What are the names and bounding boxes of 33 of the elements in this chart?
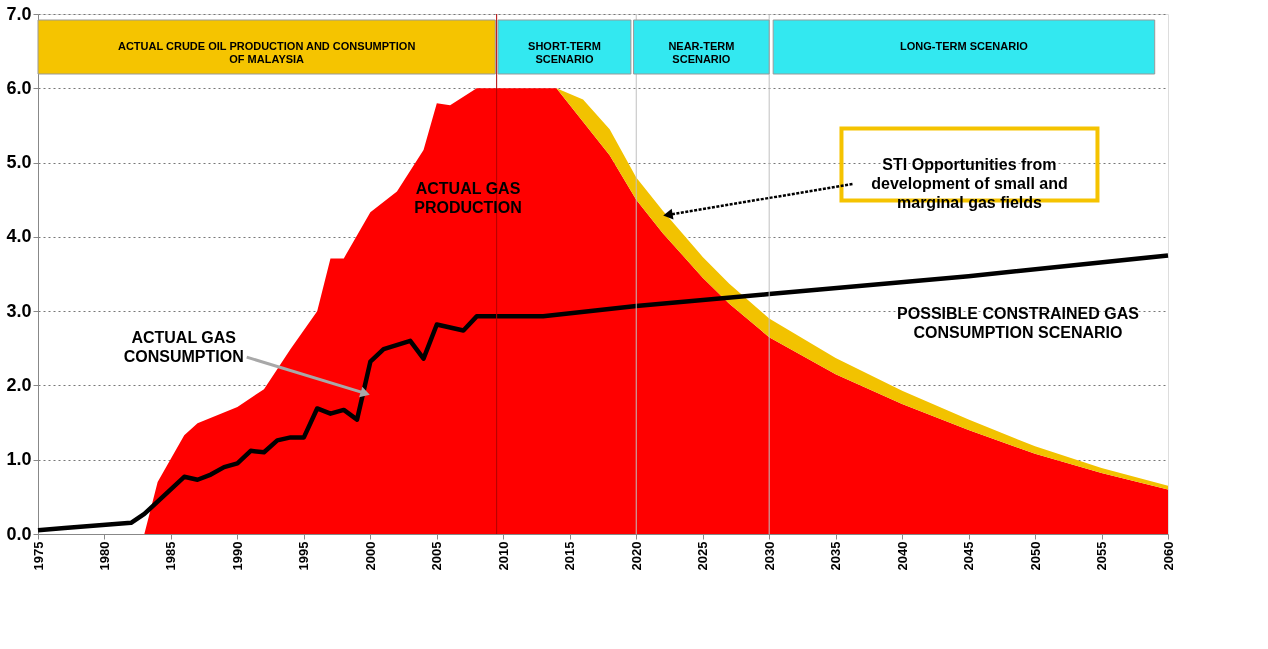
- annotation: POSSIBLE CONSTRAINED GAS CONSUMPTION SCENARIO: [897, 305, 1140, 341]
- x-tick-label: 2025: [695, 541, 711, 571]
- y-tick-label: 0.0: [6, 523, 32, 544]
- x-tick-label: 1980: [96, 541, 112, 571]
- x-tick-label: 1990: [229, 541, 245, 571]
- x-tick-label: 2010: [495, 541, 511, 571]
- band-label: ACTUAL CRUDE OIL PRODUCTION AND CONSUMPTION OF MALAYSIA: [117, 40, 416, 65]
- x-tick-label: 1995: [296, 541, 312, 571]
- y-tick-label: 2.0: [6, 374, 32, 395]
- x-tick-label: 2030: [761, 541, 777, 571]
- x-tick-label: 2005: [429, 541, 445, 571]
- x-tick-label: 2000: [362, 541, 378, 571]
- annotation: ACTUAL GAS CONSUMPTION: [123, 328, 244, 365]
- y-tick-label: 5.0: [6, 152, 32, 173]
- y-tick-label: 1.0: [6, 449, 32, 470]
- y-tick-label: 6.0: [6, 77, 32, 98]
- x-tick-label: 1985: [163, 541, 179, 571]
- y-tick-label: 7.0: [6, 3, 32, 24]
- band-label: NEAR-TERM SCENARIO: [668, 40, 735, 65]
- y-tick-label: 4.0: [6, 226, 32, 247]
- x-tick-label: 2015: [562, 541, 578, 571]
- x-tick-label: 2060: [1160, 541, 1176, 571]
- x-tick-label: 1975: [30, 541, 46, 571]
- x-tick-label: 2045: [961, 541, 977, 571]
- x-tick-label: 2050: [1027, 541, 1043, 571]
- band-label: SHORT-TERM SCENARIO: [528, 40, 601, 65]
- x-tick-label: 2020: [628, 541, 644, 571]
- x-tick-label: 2055: [1094, 541, 1110, 571]
- x-tick-label: 2040: [894, 541, 910, 571]
- annotation: ACTUAL GAS PRODUCTION: [414, 180, 522, 216]
- x-tick-label: 2035: [828, 541, 844, 571]
- band-label: LONG-TERM SCENARIO: [900, 40, 1029, 52]
- y-tick-label: 3.0: [6, 300, 32, 321]
